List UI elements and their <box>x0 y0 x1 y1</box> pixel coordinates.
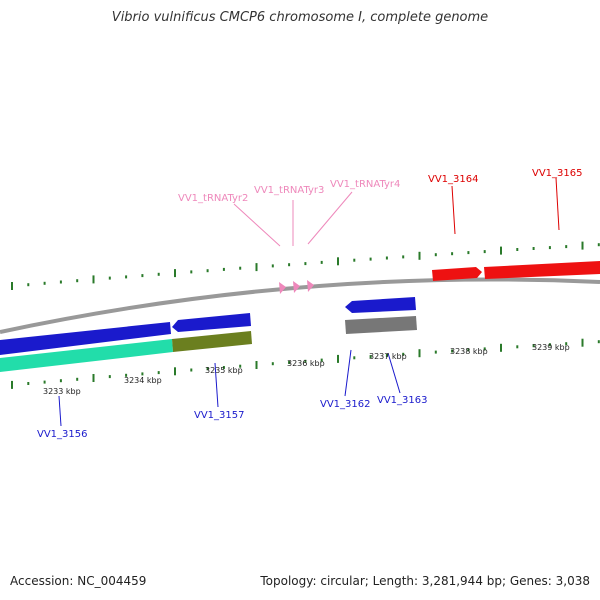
scale-label-3233: 3233 kbp <box>43 387 81 396</box>
trna-label-tyr2: VV1_tRNATyr2 <box>178 193 248 204</box>
scale-label-3234: 3234 kbp <box>124 376 162 385</box>
gene-arrow-vv1-3165[interactable] <box>484 261 600 279</box>
genome-backbone <box>0 277 600 334</box>
leader-vv1-3163 <box>387 352 401 394</box>
scale-label-3235: 3235 kbp <box>205 366 243 375</box>
gene-arrow-vv1-3157[interactable] <box>172 313 251 332</box>
gene-arrow-vv1-3162[interactable] <box>345 297 416 313</box>
gene-label-vv1-3162: VV1_3162 <box>320 399 371 410</box>
genome-summary-text: Topology: circular; Length: 3,281,944 bp… <box>260 574 590 588</box>
scale-label-3236: 3236 kbp <box>287 359 325 368</box>
trna-label-tyr3: VV1_tRNATyr3 <box>254 185 324 196</box>
gene-label-vv1-3164: VV1_3164 <box>428 174 479 185</box>
olive-track <box>172 331 252 352</box>
leader-vv1-3165 <box>555 177 560 231</box>
trna-marker-tyr3[interactable] <box>293 281 300 293</box>
leader-vv1-3156 <box>58 395 62 427</box>
gene-arrow-vv1-3164[interactable] <box>432 267 482 281</box>
accession-text: Accession: NC_004459 <box>10 574 147 588</box>
scale-label-3237: 3237 kbp <box>369 352 407 361</box>
scale-label-3239: 3239 kbp <box>532 343 570 352</box>
leader-vv1-3157 <box>214 362 219 408</box>
map-title: Vibrio vulnificus CMCP6 chromosome I, co… <box>111 10 489 25</box>
leader-trna-tyr4 <box>307 191 353 245</box>
gene-label-vv1-3157: VV1_3157 <box>194 410 245 421</box>
gene-arrow-vv1-3156[interactable] <box>0 322 171 355</box>
leader-vv1-3162 <box>344 349 352 397</box>
leader-vv1-3164 <box>451 185 456 235</box>
trna-marker-tyr2[interactable] <box>279 282 286 294</box>
lower-tick-track <box>11 338 600 389</box>
trna-marker-tyr4[interactable] <box>307 280 314 292</box>
teal-track <box>0 339 173 372</box>
gene-label-vv1-3156: VV1_3156 <box>37 429 88 440</box>
pseudogene-vv1-3163[interactable] <box>345 316 417 334</box>
scale-label-3238: 3238 kbp <box>450 347 488 356</box>
upper-tick-track <box>11 241 600 290</box>
trna-label-tyr4: VV1_tRNATyr4 <box>330 179 400 190</box>
gene-label-vv1-3165: VV1_3165 <box>532 168 583 179</box>
leader-trna-tyr2 <box>233 203 281 247</box>
gene-label-vv1-3163: VV1_3163 <box>377 395 428 406</box>
